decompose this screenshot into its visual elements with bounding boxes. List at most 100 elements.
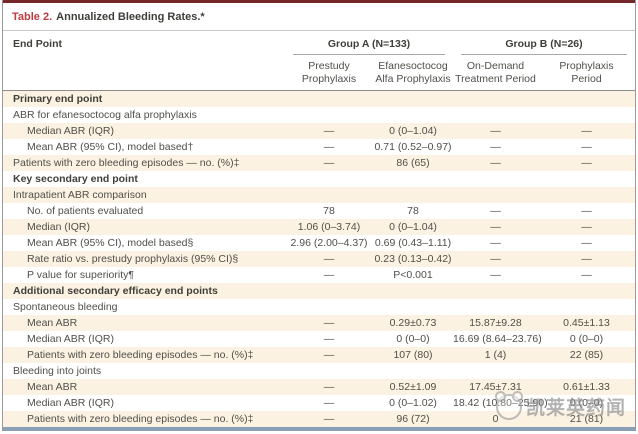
table-row: Median (IQR) 1.06 (0–3.74) 0 (0–1.04) — … (3, 219, 635, 235)
value-cell-prophylaxis-period (538, 299, 635, 315)
value-cell-on-demand-treatment-period (453, 363, 538, 379)
value-cell-efanesoctocog-alfa-prophylaxis (373, 363, 453, 379)
value-cell-on-demand-treatment-period: 17.45±7.31 (469, 381, 522, 393)
end-point-cell: Key secondary end point (3, 171, 285, 187)
value-cell-on-demand-treatment-period: — (490, 253, 501, 265)
end-point-label: Median ABR (IQR) (27, 397, 114, 409)
value-cell-prophylaxis-period: — (581, 237, 592, 249)
end-point-cell: Median ABR (IQR) (3, 123, 285, 139)
table-row: Patients with zero bleeding episodes — n… (3, 411, 635, 427)
end-point-label: Patients with zero bleeding episodes — n… (27, 349, 254, 361)
table-row: Mean ABR (95% CI), model based§ 2.96 (2.… (3, 235, 635, 251)
group-header-a: Group A (N=133) (293, 35, 445, 55)
table-row: Rate ratio vs. prestudy prophylaxis (95%… (3, 251, 635, 267)
value-cell-prestudy-prophylaxis (285, 187, 373, 203)
watermark-text: 凯莱英药闻 (526, 398, 627, 419)
value-cell-efanesoctocog-alfa-prophylaxis (373, 171, 453, 187)
value-cell-efanesoctocog-alfa-prophylaxis: 78 (407, 205, 419, 217)
table-row: ABR for efanesoctocog alfa prophylaxis (3, 107, 635, 123)
value-cell-on-demand-treatment-period: — (490, 269, 501, 281)
column-header-end-point: End Point (13, 38, 62, 50)
table-caption: Annualized Bleeding Rates.* (56, 10, 205, 23)
value-cell-prophylaxis-period (538, 283, 635, 299)
value-cell-on-demand-treatment-period: 1 (4) (484, 349, 507, 361)
table-row: Median ABR (IQR) — 0 (0–1.04) — — (3, 123, 635, 139)
value-cell-prestudy-prophylaxis (285, 91, 373, 107)
value-cell-efanesoctocog-alfa-prophylaxis: 0 (0–1.02) (389, 397, 437, 409)
value-cell-efanesoctocog-alfa-prophylaxis: 86 (65) (396, 157, 430, 169)
table-row: Spontaneous bleeding (3, 299, 635, 315)
value-cell-prestudy-prophylaxis (285, 283, 373, 299)
value-cell-efanesoctocog-alfa-prophylaxis: 0.29±0.73 (389, 317, 437, 329)
table-title: Table 2. Annualized Bleeding Rates.* (3, 0, 635, 31)
end-point-label: Mean ABR (27, 317, 78, 329)
end-point-label: Spontaneous bleeding (13, 301, 118, 313)
value-cell-prophylaxis-period: — (581, 253, 592, 265)
end-point-cell: Median (IQR) (3, 219, 285, 235)
value-cell-prestudy-prophylaxis (285, 363, 373, 379)
value-cell-on-demand-treatment-period: 0 (492, 413, 499, 425)
value-cell-efanesoctocog-alfa-prophylaxis: 107 (80) (393, 349, 433, 361)
value-cell-prestudy-prophylaxis: — (323, 125, 335, 137)
value-cell-prophylaxis-period: 0.61±1.33 (563, 381, 610, 393)
value-cell-efanesoctocog-alfa-prophylaxis: 0.71 (0.52–0.97) (374, 141, 452, 153)
value-cell-on-demand-treatment-period (453, 187, 538, 203)
end-point-cell: Median ABR (IQR) (3, 331, 285, 347)
value-cell-prestudy-prophylaxis: — (323, 157, 335, 169)
table-body: Primary end point ABR for efanesoctocog … (3, 91, 635, 427)
value-cell-on-demand-treatment-period: — (490, 237, 501, 249)
value-cell-prophylaxis-period (538, 107, 635, 123)
value-cell-prestudy-prophylaxis: — (323, 269, 335, 281)
end-point-label: P value for superiority¶ (27, 269, 134, 281)
column-header-prestudy-prophylaxis: Prestudy Prophylaxis (301, 60, 357, 85)
value-cell-efanesoctocog-alfa-prophylaxis: 96 (72) (396, 413, 430, 425)
table-row: Median ABR (IQR) — 0 (0–1.02) 18.42 (10.… (3, 395, 635, 411)
value-cell-efanesoctocog-alfa-prophylaxis (373, 187, 453, 203)
table-header: End Point Group A (N=133) Group B (N=26)… (3, 31, 635, 91)
end-point-cell: Additional secondary efficacy end points (3, 283, 285, 299)
table-row: Mean ABR — 0.29±0.73 15.87±9.28 0.45±1.1… (3, 315, 635, 331)
table-row: P value for superiority¶ — P<0.001 — — (3, 267, 635, 283)
end-point-cell: Rate ratio vs. prestudy prophylaxis (95%… (3, 251, 285, 267)
value-cell-prophylaxis-period (538, 91, 635, 107)
value-cell-prestudy-prophylaxis: — (323, 141, 335, 153)
value-cell-prophylaxis-period: 0.45±1.13 (563, 317, 610, 329)
value-cell-efanesoctocog-alfa-prophylaxis: 0.23 (0.13–0.42) (374, 253, 452, 265)
watermark: 凯莱英药闻 (495, 390, 627, 420)
end-point-label: Mean ABR (27, 381, 78, 393)
value-cell-prophylaxis-period: 0 (0–0) (569, 333, 604, 345)
value-cell-efanesoctocog-alfa-prophylaxis: P<0.001 (393, 269, 433, 281)
end-point-label: Mean ABR (95% CI), model based† (27, 141, 194, 153)
end-point-label: No. of patients evaluated (27, 205, 144, 217)
value-cell-prestudy-prophylaxis (285, 171, 373, 187)
value-cell-prophylaxis-period: — (581, 141, 592, 153)
table-row: Patients with zero bleeding episodes — n… (3, 347, 635, 363)
end-point-cell: Median ABR (IQR) (3, 395, 285, 411)
value-cell-prestudy-prophylaxis (285, 107, 373, 123)
value-cell-prestudy-prophylaxis: — (323, 253, 335, 265)
end-point-cell: Primary end point (3, 91, 285, 107)
end-point-label: Primary end point (13, 93, 103, 105)
end-point-label: ABR for efanesoctocog alfa prophylaxis (13, 109, 197, 121)
table-row: Mean ABR (95% CI), model based† — 0.71 (… (3, 139, 635, 155)
table-row: No. of patients evaluated 78 78 — — (3, 203, 635, 219)
value-cell-on-demand-treatment-period: — (490, 221, 501, 233)
value-cell-prestudy-prophylaxis: — (323, 317, 335, 329)
value-cell-prophylaxis-period: — (581, 269, 592, 281)
value-cell-efanesoctocog-alfa-prophylaxis (373, 107, 453, 123)
end-point-label: Rate ratio vs. prestudy prophylaxis (95%… (27, 253, 239, 265)
value-cell-efanesoctocog-alfa-prophylaxis: 0.69 (0.43–1.11) (374, 237, 452, 249)
column-header-on-demand-treatment-period: On-Demand Treatment Period (455, 60, 536, 85)
value-cell-on-demand-treatment-period (453, 107, 538, 123)
value-cell-prophylaxis-period: 0 (0–0) (569, 397, 604, 409)
table-bottom-rule (3, 427, 635, 431)
end-point-label: Patients with zero bleeding episodes — n… (27, 413, 254, 425)
value-cell-prestudy-prophylaxis: 78 (323, 205, 335, 217)
end-point-label: Median ABR (IQR) (27, 125, 114, 137)
value-cell-on-demand-treatment-period (453, 299, 538, 315)
value-cell-prestudy-prophylaxis: — (323, 333, 335, 345)
value-cell-on-demand-treatment-period: 15.87±9.28 (469, 317, 522, 329)
value-cell-on-demand-treatment-period: — (490, 125, 501, 137)
value-cell-efanesoctocog-alfa-prophylaxis: 0 (0–1.04) (389, 125, 437, 137)
